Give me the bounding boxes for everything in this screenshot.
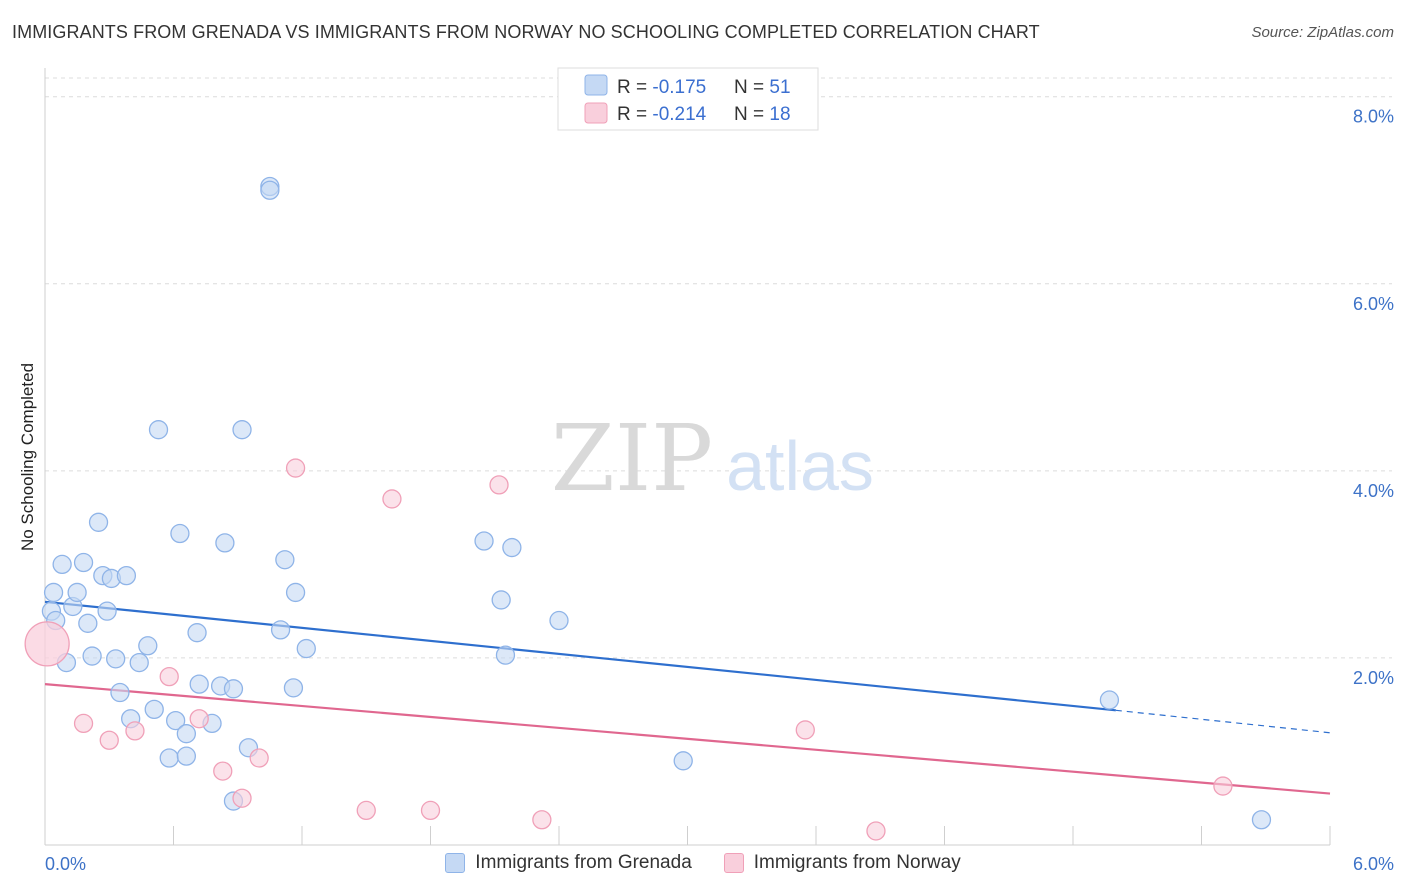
point-s0-7 [73,552,94,573]
point-s0-12 [97,601,117,621]
correlation-legend: R = -0.175 N = 51 R = -0.214 N = 18 [557,67,819,131]
point-s1-10 [356,800,376,821]
point-s0-14 [106,649,126,669]
point-s1-15 [795,720,815,740]
point-s0-45 [495,645,516,665]
source-credit: Source: ZipAtlas.com [1251,24,1394,41]
x-tick-label-min: 0.0% [45,854,86,874]
point-s0-31 [215,533,235,553]
point-s1-12 [420,800,441,821]
point-s0-25 [176,724,197,744]
svg-text:N = 18: N = 18 [734,104,791,125]
point-s0-3 [52,554,72,575]
series-legend: Immigrants from Grenada Immigrants from … [0,852,1406,874]
point-s1-4 [159,666,179,687]
trend-lines [44,600,1331,795]
legend-n-value-grenada: 51 [769,77,790,98]
point-s1-3 [125,721,145,741]
point-s0-38 [270,620,291,640]
point-s0-19 [138,636,158,656]
point-s0-48 [673,751,693,771]
point-s1-1 [73,713,94,734]
point-s1-5 [189,709,209,729]
point-s1-14 [532,810,552,830]
point-s1-17 [1213,776,1233,796]
point-s0-9 [82,646,102,666]
watermark-zip: ZIP [551,405,713,512]
point-s0-22 [159,748,179,768]
point-s1-11 [382,489,402,509]
legend-swatch-norway [584,102,608,124]
point-s1-9 [285,458,306,478]
y-tick-label-2: 2.0% [1353,668,1394,688]
point-s1-16 [866,821,886,841]
point-s0-18 [129,652,149,673]
legend-n-value-norway: 18 [769,104,790,125]
point-s0-15 [110,682,130,703]
point-s0-23 [165,710,186,731]
point-s0-26 [176,746,197,766]
point-s0-28 [189,674,209,694]
legend-label-norway: Immigrants from Norway [753,852,961,873]
point-s0-33 [223,679,244,699]
legend-item-norway: Immigrants from Norway [723,852,961,874]
legend-r-value-norway: -0.214 [652,104,706,125]
point-s0-40 [283,678,304,698]
legend-label-grenada: Immigrants from Grenada [475,852,692,873]
point-s0-21 [148,420,169,440]
legend-swatch-norway-bottom [723,853,744,873]
svg-text:N = 51: N = 51 [734,77,791,98]
point-s0-16 [116,565,137,586]
y-tick-label-4: 4.0% [1353,481,1394,501]
y-tick-label-6: 6.0% [1353,294,1394,314]
axes [44,68,1331,846]
point-s0-50 [1251,810,1272,830]
svg-text:R = -0.214: R = -0.214 [617,104,707,125]
legend-item-grenada: Immigrants from Grenada [445,852,692,874]
point-s0-20 [144,699,164,720]
trend-line-0 [44,600,1116,712]
legend-n-label-norway: N = [734,104,769,125]
x-tick-label-max: 6.0% [1353,854,1394,874]
point-s0-10 [88,512,109,532]
point-s0-46 [502,537,522,558]
legend-swatch-grenada [584,74,608,96]
point-s0-8 [78,613,98,633]
point-s0-39 [275,550,295,570]
point-s1-0 [24,621,70,667]
watermark-atlas: atlas [726,427,874,505]
svg-text:R = -0.175: R = -0.175 [617,77,706,98]
point-s0-44 [491,590,511,610]
point-s1-8 [249,748,269,768]
trend-line-1 [44,683,1331,795]
y-tick-label-8: 8.0% [1353,107,1394,127]
point-s0-34 [232,420,252,440]
point-s0-6 [67,582,87,603]
point-s0-42 [296,638,316,659]
point-s1-13 [489,475,509,495]
point-s0-43 [474,531,494,551]
point-s1-7 [232,788,252,808]
chart-title: IMMIGRANTS FROM GRENADA VS IMMIGRANTS FR… [12,22,1040,42]
tick-labels: 0.0% 6.0% 2.0% 4.0% 6.0% 8.0% [45,107,1394,874]
point-s0-37 [260,180,280,200]
point-s0-41 [285,582,306,603]
legend-r-value-grenada: -0.175 [652,77,706,98]
point-s0-27 [187,623,207,643]
legend-n-label-grenada: N = [734,77,769,98]
point-s0-47 [549,610,569,631]
point-s0-24 [170,523,190,544]
data-points [24,176,1272,841]
point-s1-6 [213,761,233,781]
point-s0-2 [43,582,64,603]
point-s0-49 [1099,690,1120,710]
trend-line-ext-0 [1115,709,1331,734]
legend-r-label-norway: R = [617,104,652,125]
legend-r-label-grenada: R = [617,77,652,98]
point-s1-2 [99,730,119,750]
legend-swatch-grenada-bottom [445,853,466,873]
gridlines [45,77,1392,659]
